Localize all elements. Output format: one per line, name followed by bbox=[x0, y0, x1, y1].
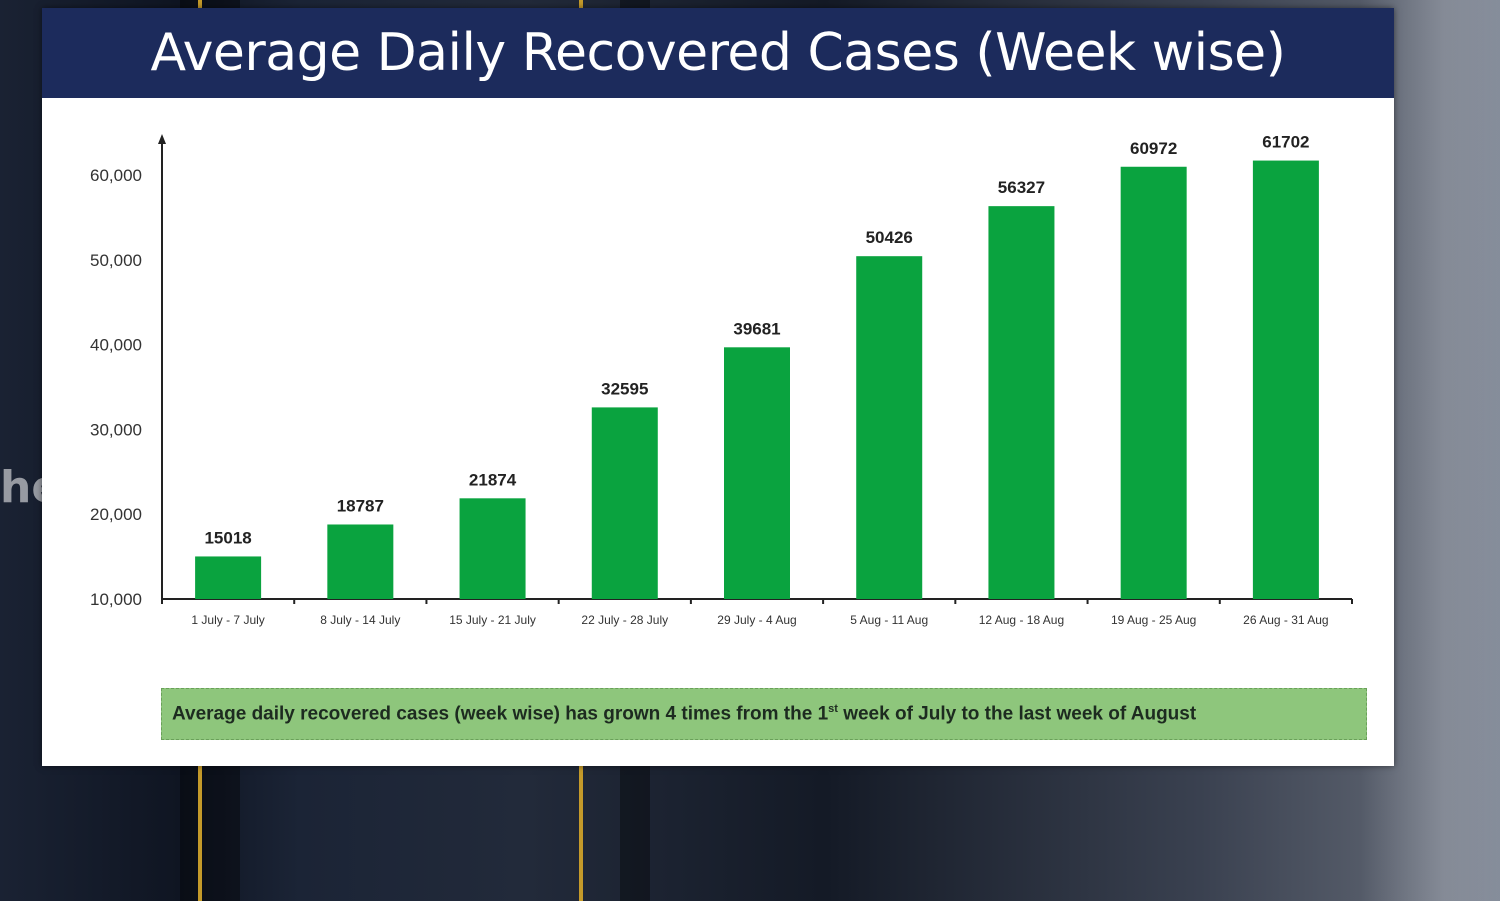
data-label: 50426 bbox=[866, 228, 913, 247]
x-tick-label: 22 July - 28 July bbox=[581, 613, 668, 627]
data-label: 61702 bbox=[1262, 133, 1309, 152]
bar bbox=[591, 407, 658, 599]
data-label: 32595 bbox=[601, 379, 648, 398]
bar bbox=[856, 256, 923, 599]
caption-text-before: Average daily recovered cases (week wise… bbox=[172, 703, 829, 725]
data-label: 15018 bbox=[204, 528, 251, 547]
y-tick-label: 50,000 bbox=[90, 251, 142, 270]
data-label: 56327 bbox=[998, 178, 1045, 197]
bar bbox=[1120, 166, 1187, 599]
x-tick-label: 1 July - 7 July bbox=[191, 613, 264, 627]
data-label: 18787 bbox=[337, 496, 384, 515]
bar bbox=[1252, 160, 1319, 599]
chart-title: Average Daily Recovered Cases (Week wise… bbox=[150, 23, 1286, 83]
y-tick-label: 30,000 bbox=[90, 420, 142, 439]
y-tick-label: 40,000 bbox=[90, 336, 142, 355]
bar bbox=[988, 206, 1055, 599]
slide: Average Daily Recovered Cases (Week wise… bbox=[42, 8, 1394, 766]
bar bbox=[327, 524, 394, 599]
y-tick-label: 10,000 bbox=[90, 590, 142, 609]
bar bbox=[459, 498, 526, 599]
bar-chart: 10,000 20,000 30,000 40,000 50,000 60,000 1501… bbox=[90, 133, 1353, 627]
x-tick-label: 12 Aug - 18 Aug bbox=[979, 613, 1064, 627]
data-label: 60972 bbox=[1130, 139, 1177, 158]
x-tick-label: 19 Aug - 25 Aug bbox=[1111, 613, 1196, 627]
x-tick-label: 8 July - 14 July bbox=[320, 613, 400, 627]
x-tick-label: 5 Aug - 11 Aug bbox=[850, 613, 928, 627]
caption-text: Average daily recovered cases (week wise… bbox=[172, 703, 1196, 725]
x-tick-label: 26 Aug - 31 Aug bbox=[1243, 613, 1328, 627]
x-tick-label: 29 July - 4 Aug bbox=[717, 613, 796, 627]
bar bbox=[195, 556, 262, 599]
y-tick-label: 20,000 bbox=[90, 505, 142, 524]
y-tick-label: 60,000 bbox=[90, 166, 142, 185]
caption-text-sup: st bbox=[828, 702, 838, 715]
data-label: 21874 bbox=[469, 470, 517, 489]
caption-text-after: week of July to the last week of August bbox=[837, 703, 1197, 725]
caption-box: Average daily recovered cases (week wise… bbox=[161, 688, 1367, 740]
slide-header: Average Daily Recovered Cases (Week wise… bbox=[42, 8, 1394, 98]
y-axis-arrow bbox=[158, 134, 166, 144]
bar bbox=[724, 347, 790, 599]
x-tick-label: 15 July - 21 July bbox=[449, 613, 536, 627]
data-label: 39681 bbox=[733, 319, 780, 338]
